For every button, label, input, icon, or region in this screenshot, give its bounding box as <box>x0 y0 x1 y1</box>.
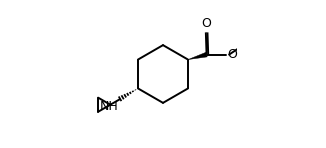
Text: O: O <box>227 48 237 61</box>
Text: NH: NH <box>100 100 119 113</box>
Polygon shape <box>188 52 207 59</box>
Text: O: O <box>202 17 212 30</box>
